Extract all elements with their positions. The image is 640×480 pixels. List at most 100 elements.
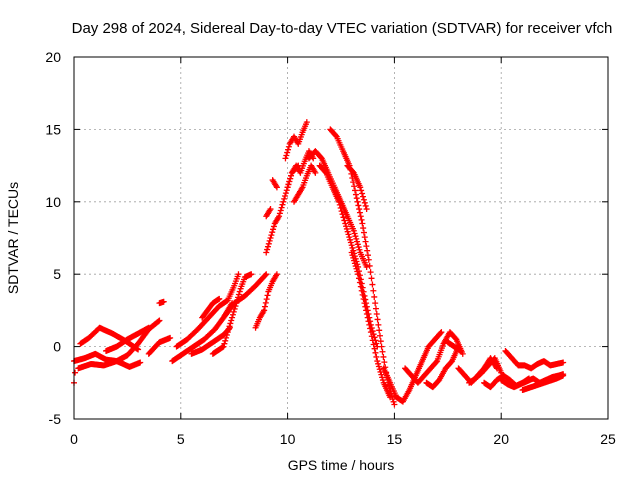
data-point [216,295,223,302]
data-point [379,348,386,355]
data-point [261,307,268,314]
data-point [145,324,152,331]
data-point [344,228,351,235]
data-point [355,244,362,251]
data-point [356,206,363,213]
series-track-ah [498,371,567,391]
y-axis-label: SDTVAR / TECUs [5,182,21,294]
series-track-aj [71,369,79,386]
series-track-q [269,177,280,191]
data-point [353,265,360,272]
data-point [338,208,345,215]
data-point [341,217,348,224]
x-axis-label: GPS time / hours [288,457,395,473]
data-point [365,318,372,325]
series-track-r [282,119,310,162]
data-point [273,271,280,278]
data-point [287,175,294,182]
data-point [282,155,289,162]
data-point [369,337,376,344]
data-point [362,303,369,310]
series-track-c [75,358,144,372]
y-tick-label: 15 [45,121,61,137]
data-point [363,206,370,213]
data-point [343,225,350,232]
data-point [226,323,233,330]
data-point [355,202,362,209]
data-point [358,187,365,194]
data-point [270,226,277,233]
data-point [358,287,365,294]
series-track-p [263,206,274,220]
data-point [276,210,283,217]
data-point [223,334,230,341]
data-point [268,232,275,239]
data-point [221,340,228,347]
data-point [353,195,360,202]
data-point [278,204,285,211]
series-track-m [252,307,268,331]
data-point [155,318,162,325]
data-point [347,236,354,243]
y-tick-label: 20 [45,49,61,65]
data-point [135,346,142,353]
data-point [374,316,381,323]
data-point [357,283,364,290]
data-point [236,288,243,295]
data-point [284,184,291,191]
data-point [352,263,359,270]
data-point [273,184,280,191]
data-points [71,119,567,408]
data-point [228,317,235,324]
data-point [378,343,385,350]
series-track-ag [502,347,567,372]
data-point [378,371,385,378]
data-point [370,287,377,294]
series-track-ai [519,372,567,394]
data-point [438,329,445,336]
data-point [366,262,373,269]
series-track-l [220,271,270,321]
data-point [224,329,231,336]
data-point [235,271,242,278]
data-point [433,358,440,365]
series-track-n [261,271,280,314]
data-point [229,314,236,321]
data-point [263,271,270,278]
data-point [340,214,347,221]
series-track-w [327,126,398,408]
data-point [312,169,319,176]
data-point [379,374,386,381]
data-point [364,247,371,254]
data-point [372,305,379,312]
data-point [223,332,230,339]
data-point [346,234,353,241]
data-point [360,229,367,236]
data-point [363,307,370,314]
data-point [373,311,380,318]
data-point [457,347,464,354]
data-point [356,246,363,253]
data-point [357,184,364,191]
data-point [284,149,291,156]
data-point [363,311,370,318]
data-point [361,234,368,241]
data-point [356,275,363,282]
data-point [364,252,371,259]
data-point [288,172,295,179]
data-point [376,366,383,373]
data-point [357,213,364,220]
x-tick-label: 10 [280,431,296,447]
data-point [351,257,358,264]
data-point [437,330,444,337]
data-point [263,249,270,256]
data-point [248,271,255,278]
data-point [391,401,398,408]
data-point [365,256,372,263]
data-point [222,337,229,344]
data-point [390,398,397,405]
data-point [560,359,567,366]
data-point [376,327,383,334]
data-point [348,242,355,249]
